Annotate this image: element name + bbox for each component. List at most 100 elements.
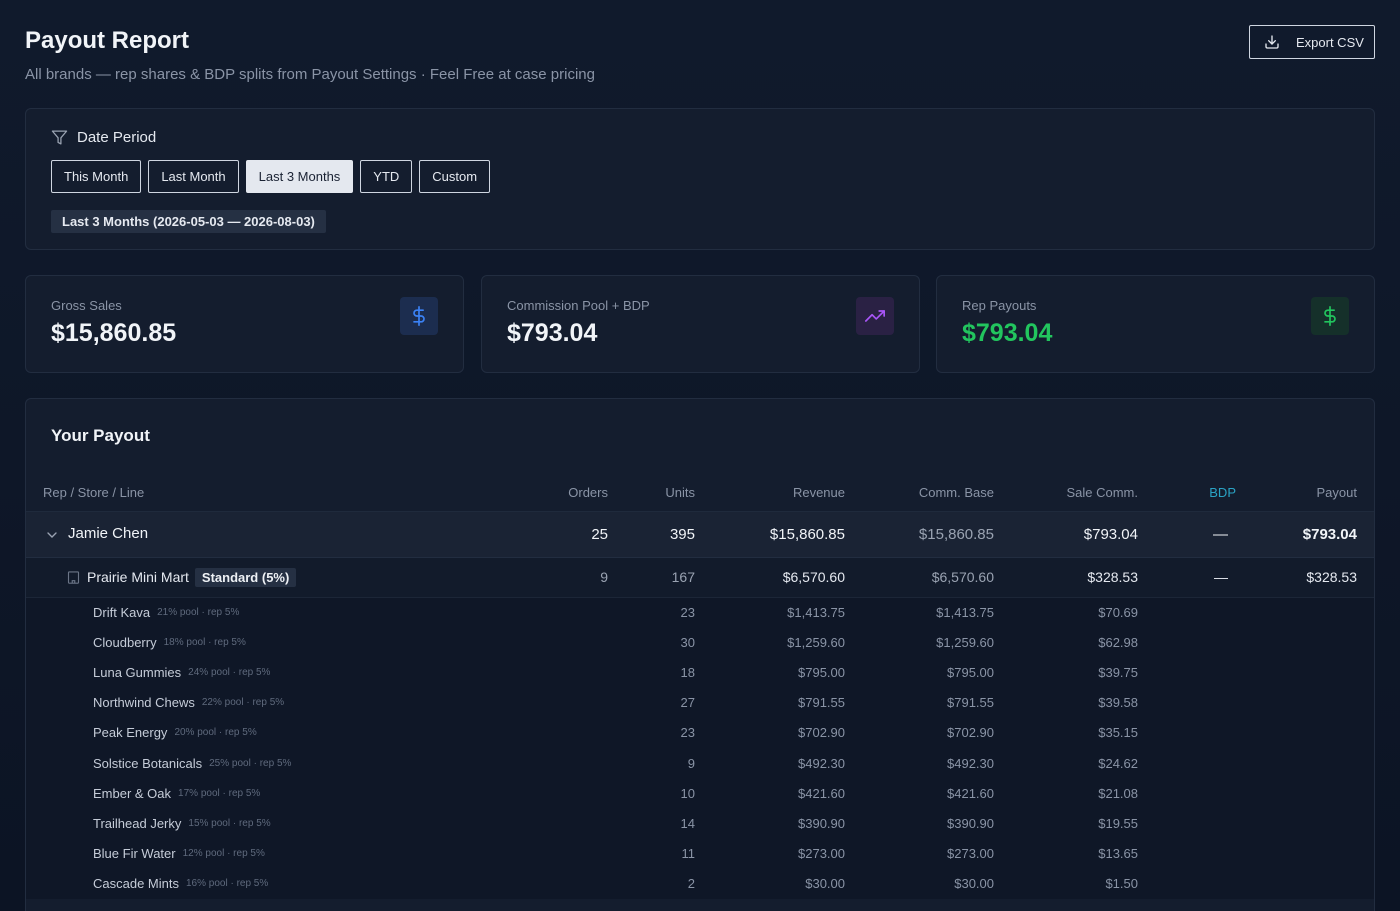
line-pool-note: 15% pool · rep 5% <box>188 817 271 829</box>
commission-pool-label: Commission Pool + BDP <box>507 298 650 313</box>
store-payout: $328.53 <box>1236 557 1374 598</box>
date-period-header: Date Period <box>51 129 156 146</box>
line-revenue: $702.90 <box>695 717 845 748</box>
gross-sales-card: Gross Sales $15,860.85 <box>25 275 464 373</box>
line-name: Trailhead Jerky <box>93 815 182 831</box>
line-units: 11 <box>608 838 695 869</box>
download-icon <box>1265 35 1279 49</box>
line-pool-note: 20% pool · rep 5% <box>174 727 257 739</box>
line-units: 27 <box>608 687 695 718</box>
store-orders: 9 <box>328 557 608 598</box>
store-name: Prairie Mini Mart <box>87 568 189 585</box>
line-sale-comm: $24.62 <box>994 747 1138 779</box>
selected-range-badge: Last 3 Months (2026-05-03 — 2026-08-03) <box>51 210 326 233</box>
period-this-month-button[interactable]: This Month <box>51 160 142 193</box>
line-sale-comm: $35.15 <box>994 717 1138 748</box>
line-units: 10 <box>608 778 695 809</box>
line-name: Northwind Chews <box>93 695 195 711</box>
line-pool-note: 18% pool · rep 5% <box>163 636 246 648</box>
period-ytd-button[interactable]: YTD <box>360 160 413 193</box>
period-last-3-months-button[interactable]: Last 3 Months <box>245 160 354 193</box>
period-last-month-button[interactable]: Last Month <box>148 160 239 193</box>
line-pool-note: 21% pool · rep 5% <box>157 606 240 618</box>
line-revenue: $1,259.60 <box>695 627 845 658</box>
table-row: Ember & Oak 17% pool · rep 5% 10 $421.60 $42… <box>26 778 1374 809</box>
your-payout-card: Your Payout Rep / Store / Line Orders Un… <box>25 398 1375 911</box>
line-name: Blue Fir Water <box>93 846 176 862</box>
export-csv-button[interactable]: Export CSV <box>1249 25 1375 59</box>
rep-comm-base: $15,860.85 <box>845 511 994 558</box>
line-name: Cloudberry <box>93 634 157 650</box>
line-name: Cascade Mints <box>93 876 179 892</box>
col-header-payout: Payout <box>1236 475 1374 512</box>
date-period-label: Date Period <box>77 129 157 146</box>
line-units: 23 <box>608 717 695 748</box>
line-sale-comm: $13.65 <box>994 838 1138 869</box>
table-row: Cloudberry 18% pool · rep 5% 30 $1,259.60 $1… <box>26 627 1374 658</box>
page-subtitle: All brands — rep shares & BDP splits fro… <box>25 66 595 83</box>
line-revenue: $1,413.75 <box>695 597 845 628</box>
table-row: Northwind Chews 22% pool · rep 5% 27 $791.5… <box>26 687 1374 718</box>
rep-row[interactable]: Jamie Chen 25 395 $15,860.85 $15,860.85 … <box>26 511 1374 558</box>
export-csv-label: Export CSV <box>1296 34 1364 50</box>
line-comm-base: $390.90 <box>845 808 994 839</box>
col-header-units: Units <box>608 475 695 512</box>
line-units: 2 <box>608 868 695 899</box>
store-tier-badge: Standard (5%) <box>194 567 297 587</box>
line-pool-note: 17% pool · rep 5% <box>178 787 261 799</box>
table-row: Drift Kava 21% pool · rep 5% 23 $1,413.75 $1… <box>26 597 1374 628</box>
line-units: 14 <box>608 808 695 839</box>
line-revenue: $791.55 <box>695 687 845 718</box>
commission-pool-card: Commission Pool + BDP $793.04 <box>481 275 920 373</box>
line-units: 30 <box>608 627 695 658</box>
line-sale-comm: $1.50 <box>994 868 1138 899</box>
line-revenue: $795.00 <box>695 657 845 688</box>
page-title: Payout Report <box>25 27 190 54</box>
col-header-revenue: Revenue <box>695 475 845 512</box>
dollar-icon <box>400 297 438 335</box>
payout-table: Rep / Store / Line Orders Units Revenue … <box>26 475 1374 899</box>
line-revenue: $390.90 <box>695 808 845 839</box>
line-sale-comm: $39.58 <box>994 687 1138 718</box>
table-row: Blue Fir Water 12% pool · rep 5% 11 $273.00… <box>26 838 1374 869</box>
chevron-down-icon[interactable] <box>44 527 60 543</box>
line-units: 23 <box>608 597 695 628</box>
col-header-rep: Rep / Store / Line <box>26 475 328 512</box>
line-name: Drift Kava <box>93 604 151 620</box>
period-custom-button[interactable]: Custom <box>419 160 491 193</box>
line-pool-note: 25% pool · rep 5% <box>209 757 292 769</box>
rep-payouts-card: Rep Payouts $793.04 <box>936 275 1375 373</box>
line-revenue: $421.60 <box>695 778 845 809</box>
store-revenue: $6,570.60 <box>695 557 845 598</box>
line-pool-note: 16% pool · rep 5% <box>185 878 269 890</box>
line-pool-note: 12% pool · rep 5% <box>182 848 265 860</box>
dollar-icon <box>1311 297 1349 335</box>
date-period-card: Date Period This Month Last Month Last 3… <box>25 108 1375 250</box>
store-row[interactable]: Prairie Mini Mart Standard (5%) 9 167 $6,… <box>26 557 1374 598</box>
period-options: This Month Last Month Last 3 Months YTD … <box>51 160 491 193</box>
store-sale-comm: $328.53 <box>994 557 1138 598</box>
col-header-sale-comm: Sale Comm. <box>994 475 1138 512</box>
line-comm-base: $273.00 <box>845 838 994 869</box>
rep-payout: $793.04 <box>1236 511 1374 558</box>
gross-sales-label: Gross Sales <box>51 298 122 313</box>
your-payout-title: Your Payout <box>51 426 150 445</box>
rep-sale-comm: $793.04 <box>994 511 1138 558</box>
line-comm-base: $1,259.60 <box>845 627 994 658</box>
filter-icon <box>51 130 68 145</box>
rep-units: 395 <box>608 511 695 558</box>
line-revenue: $273.00 <box>695 838 845 869</box>
rep-payouts-value: $793.04 <box>962 319 1053 347</box>
store-units: 167 <box>608 557 695 598</box>
line-name: Luna Gummies <box>93 664 182 680</box>
line-comm-base: $795.00 <box>845 657 994 688</box>
rep-payouts-label: Rep Payouts <box>962 298 1037 313</box>
line-comm-base: $791.55 <box>845 687 994 718</box>
line-name: Solstice Botanicals <box>93 755 203 771</box>
table-row: Cascade Mints 16% pool · rep 5% 2 $30.00 $30… <box>26 868 1374 899</box>
line-revenue: $30.00 <box>695 868 845 899</box>
table-row: Luna Gummies 24% pool · rep 5% 18 $795.00 $7… <box>26 657 1374 688</box>
line-comm-base: $30.00 <box>845 868 994 899</box>
line-revenue: $492.30 <box>695 747 845 779</box>
